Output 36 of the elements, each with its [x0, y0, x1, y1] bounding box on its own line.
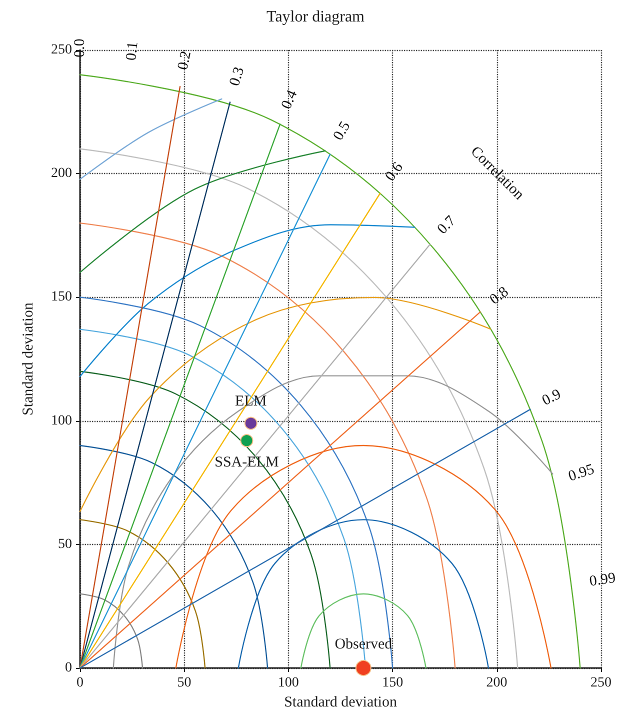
line-series	[79, 519, 206, 669]
x-axis-title: Standard deviation	[284, 694, 398, 710]
y-tick-label: 150	[51, 290, 72, 305]
annotation: 0.5	[330, 118, 354, 144]
annotation: 0.7	[434, 212, 460, 238]
line-series	[79, 296, 492, 512]
annotation: 0.1	[124, 41, 142, 62]
y-tick-label: 250	[51, 42, 72, 58]
x-tick-label: 50	[177, 676, 192, 690]
line-series	[79, 370, 331, 669]
x-tick-label: 100	[278, 676, 299, 690]
y-tick-label: 50	[58, 536, 72, 552]
annotation: 0.3	[226, 65, 248, 88]
point	[244, 416, 258, 430]
x-tick-label: 250	[590, 676, 612, 690]
line-series	[79, 296, 394, 669]
annotation: 0.4	[278, 88, 301, 112]
y-tick-label: 100	[51, 413, 72, 428]
x-tick-label: 0	[76, 676, 84, 690]
annotation: 0.8	[487, 284, 512, 308]
annotation: 0.99	[588, 570, 617, 590]
annotation: 0.95	[566, 462, 596, 485]
point	[240, 434, 254, 448]
x-tick-label: 200	[486, 676, 508, 690]
y-axis-title: Standard deviation	[20, 302, 36, 416]
point	[355, 660, 372, 676]
annotation: 0.2	[175, 50, 195, 72]
chart-title: Taylor diagram	[266, 8, 366, 26]
line-series	[79, 593, 144, 669]
y-tick-label: 200	[51, 166, 72, 182]
annotation: 0.0	[72, 38, 88, 58]
annotation: 0.6	[382, 159, 407, 184]
annotation: 0.9	[540, 386, 564, 410]
line-series	[79, 224, 416, 378]
y-tick-label: 0	[65, 660, 72, 676]
x-tick-label: 150	[382, 676, 404, 690]
